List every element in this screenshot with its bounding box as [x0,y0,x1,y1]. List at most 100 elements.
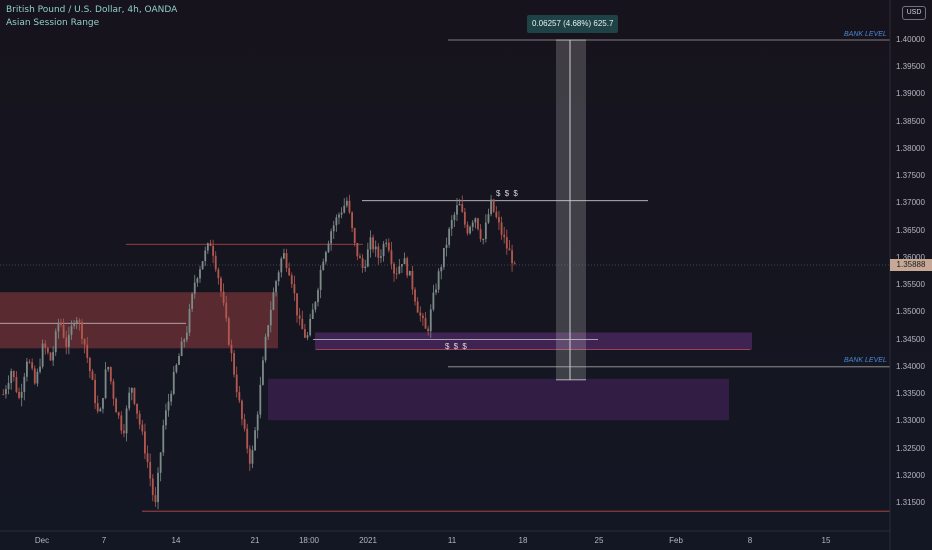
candle-body [88,357,91,372]
candle-body [125,408,128,434]
candle-body [293,284,296,294]
candle-body [243,419,246,429]
price-tick-label: 1.38500 [896,116,925,126]
candle-body [461,204,464,212]
candle-body [167,401,170,411]
price-tick-label: 1.32500 [896,443,925,453]
measure-label: 0.06257 (4.68%) 625.7 [527,15,619,33]
candle-body [86,344,89,358]
candle-body [498,217,500,223]
candle-body [78,320,81,323]
candle-body [256,414,259,431]
candle-body [353,228,356,243]
candle-body [408,270,411,276]
candle-body [83,339,86,345]
candle-body [306,335,309,338]
time-tick-label: 2021 [359,536,377,545]
time-tick-label: 21 [250,536,260,545]
candle-body [440,267,443,272]
candle-body [107,367,110,370]
candle-body [505,237,508,249]
candle-body [272,292,275,310]
candle-body [445,244,448,248]
candle-body [36,371,39,384]
candle-body [241,400,243,420]
price-tick-label: 1.37500 [896,171,925,181]
candle-body [429,309,432,332]
candle-body [12,370,15,378]
candle-body [149,461,152,479]
candle-body [185,332,188,340]
measure-box [556,40,586,380]
candle-body [44,343,47,348]
price-tick-label: 1.35000 [896,307,925,317]
candle-body [170,393,173,402]
price-tick-label: 1.33000 [896,416,925,426]
currency-button[interactable]: USD [902,6,926,20]
candle-body [437,271,440,290]
candle-body [398,266,401,274]
candle-body [269,309,272,326]
candle-body [18,391,20,398]
candle-body [99,408,102,412]
candle-body [220,278,222,292]
price-tick-label: 1.33500 [896,389,925,399]
candle-body [102,398,104,409]
candle-body [285,253,288,269]
liquidity-bottom-label: $ $ $ [445,342,468,351]
candle-body [456,205,458,215]
indicator-label[interactable]: Asian Session Range [6,18,100,28]
candle-body [175,364,178,372]
candle-body [393,263,395,274]
time-tick-label: 18 [518,536,528,545]
candle-body [183,339,186,342]
candle-body [359,256,361,259]
candle-body [151,478,154,496]
candle-body [432,292,435,310]
candle-body [508,248,511,251]
candle-body [146,453,149,462]
candle-body [288,268,291,276]
price-tick-label: 1.35500 [896,280,925,290]
candle-body [382,243,385,257]
candle-body [123,430,125,434]
candle-body [204,250,207,262]
candle-body [7,383,10,390]
candle-body [178,355,180,365]
candle-body [31,362,34,369]
candle-body [403,258,406,265]
candle-body [128,392,131,409]
candle-body [251,450,254,464]
candle-body [503,234,506,238]
candle-body [206,243,209,251]
candle-body [33,368,36,384]
candle-body [217,269,220,279]
candle-body [421,315,424,319]
candle-body [327,243,330,253]
candle-body [453,214,456,221]
candle-body [104,369,107,399]
candle-body [374,246,377,250]
candle-body [233,353,235,375]
candle-body [39,366,41,372]
candle-body [196,278,199,283]
candle-body [351,212,354,229]
candle-body [275,281,277,293]
candle-body [471,222,474,227]
candle-body [225,302,228,319]
time-tick-label: Feb [669,536,683,545]
candle-body [385,242,388,244]
supply-zone-red [0,292,278,349]
candle-body [322,261,325,271]
candle-body [248,448,251,464]
candle-body [133,387,136,404]
candle-body [348,200,351,213]
candle-body [317,290,319,303]
time-tick-label: 25 [594,536,604,545]
price-tick-label: 1.39000 [896,89,925,99]
candle-body [290,275,293,285]
candle-body [296,293,298,316]
candle-body [67,334,70,347]
candle-body [264,336,267,361]
